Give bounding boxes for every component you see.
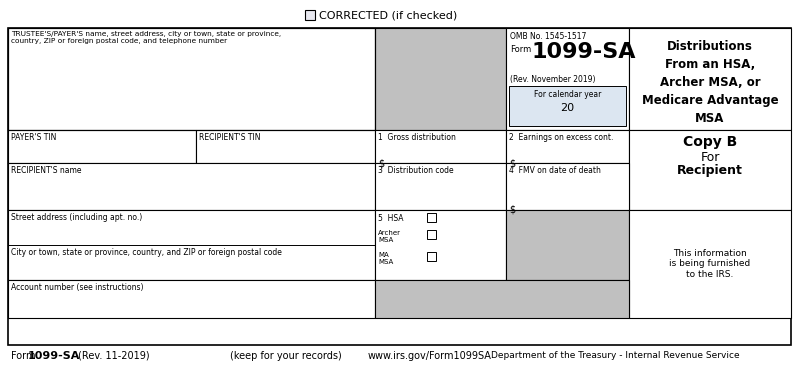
Bar (8, 280, 375, 318)
Text: PAYER'S TIN: PAYER'S TIN (11, 133, 56, 142)
Bar (506, 28, 629, 130)
Bar (506, 210, 629, 280)
Text: 20: 20 (561, 103, 574, 113)
Bar (375, 28, 506, 130)
Bar (427, 252, 436, 261)
Text: (keep for your records): (keep for your records) (230, 351, 342, 361)
Text: 1099-SA: 1099-SA (28, 351, 80, 361)
Text: TRUSTEE'S/PAYER'S name, street address, city or town, state or province,
country: TRUSTEE'S/PAYER'S name, street address, … (11, 31, 281, 44)
Text: This information
is being furnished
to the IRS.: This information is being furnished to t… (670, 249, 750, 279)
Text: $: $ (378, 158, 384, 168)
Text: From an HSA,: From an HSA, (665, 58, 755, 71)
Text: Recipient: Recipient (677, 164, 743, 177)
Text: Account number (see instructions): Account number (see instructions) (11, 283, 143, 292)
Bar (427, 213, 436, 222)
Text: Form: Form (510, 45, 531, 54)
Bar (509, 86, 626, 126)
Bar (9, 46, 374, 129)
Bar (629, 130, 791, 210)
Text: www.irs.gov/Form1099SA: www.irs.gov/Form1099SA (368, 351, 492, 361)
Bar (375, 130, 506, 163)
Text: Copy B: Copy B (683, 135, 737, 149)
Bar (8, 130, 196, 163)
Bar (8, 28, 375, 130)
Text: CORRECTED (if checked): CORRECTED (if checked) (319, 11, 458, 21)
Bar (8, 210, 375, 280)
Text: Medicare Advantage: Medicare Advantage (642, 94, 778, 107)
Text: Archer MSA, or: Archer MSA, or (660, 76, 760, 89)
Text: 1099-SA: 1099-SA (532, 42, 637, 62)
Bar (305, 10, 315, 20)
Text: 3  Distribution code: 3 Distribution code (378, 166, 454, 175)
Bar (196, 130, 375, 163)
Bar (375, 280, 629, 318)
Text: 1  Gross distribution: 1 Gross distribution (378, 133, 456, 142)
Text: For: For (700, 151, 720, 164)
Bar (375, 163, 506, 210)
Text: MSA: MSA (695, 112, 725, 125)
Text: $: $ (509, 205, 515, 215)
Text: Department of the Treasury - Internal Revenue Service: Department of the Treasury - Internal Re… (490, 351, 739, 360)
Bar (506, 130, 629, 163)
Bar (8, 163, 375, 210)
Text: Archer
MSA: Archer MSA (378, 230, 401, 243)
Bar (427, 230, 436, 239)
Bar (8, 28, 375, 130)
Bar (506, 163, 629, 210)
Text: Distributions: Distributions (667, 40, 753, 53)
Text: $: $ (509, 158, 515, 168)
Text: (Rev. 11-2019): (Rev. 11-2019) (78, 351, 150, 361)
Text: MA
MSA: MA MSA (378, 252, 394, 265)
Text: RECIPIENT'S name: RECIPIENT'S name (11, 166, 82, 175)
Bar (375, 210, 506, 280)
Text: RECIPIENT'S TIN: RECIPIENT'S TIN (199, 133, 261, 142)
Text: OMB No. 1545-1517: OMB No. 1545-1517 (510, 32, 586, 41)
Text: 4  FMV on date of death: 4 FMV on date of death (509, 166, 601, 175)
Bar (629, 28, 791, 130)
Text: 2  Earnings on excess cont.: 2 Earnings on excess cont. (509, 133, 614, 142)
Text: For calendar year: For calendar year (534, 90, 601, 99)
Text: (Rev. November 2019): (Rev. November 2019) (510, 75, 595, 84)
Text: Form: Form (11, 351, 38, 361)
Bar (8, 28, 791, 345)
Text: 5  HSA: 5 HSA (378, 214, 403, 223)
Bar (629, 210, 791, 318)
Text: Street address (including apt. no.): Street address (including apt. no.) (11, 213, 142, 222)
Text: City or town, state or province, country, and ZIP or foreign postal code: City or town, state or province, country… (11, 248, 282, 257)
